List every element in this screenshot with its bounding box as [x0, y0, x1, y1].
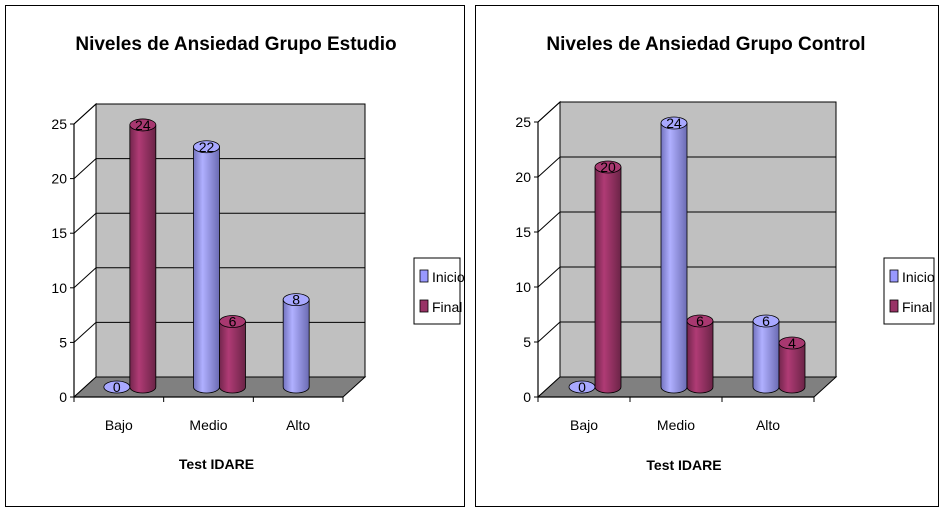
chart-panel-estudio: Niveles de Ansiedad Grupo Estudio 0 5 10 15 2…: [5, 5, 465, 507]
legend-swatch-final: [889, 299, 899, 313]
bar-body: [686, 320, 714, 394]
legend-swatch-inicio: [889, 269, 899, 283]
y-tick-label: 20: [515, 169, 531, 185]
legend-label-final: Final: [432, 299, 462, 315]
legend: [883, 257, 935, 325]
x-tick-label: Bajo: [105, 417, 133, 433]
x-axis-title: Test IDARE: [179, 456, 254, 472]
gridline-side: [537, 266, 561, 288]
bar-body: [752, 320, 780, 394]
data-label: 6: [696, 313, 704, 329]
bar-final-bajo: [594, 160, 622, 394]
data-label: 6: [762, 313, 770, 329]
gridline-side: [73, 103, 97, 125]
y-tick-label: 0: [523, 389, 531, 405]
data-label: 6: [229, 313, 237, 329]
y-tick-label: 25: [51, 116, 67, 132]
gridline-side: [537, 321, 561, 343]
legend-swatch-inicio: [419, 269, 429, 283]
side-wall: [73, 102, 97, 399]
gridline-side: [73, 267, 97, 289]
bar-top: [594, 160, 622, 174]
bar-top: [282, 293, 310, 307]
chart-title: Niveles de Ansiedad Grupo Control: [546, 34, 865, 55]
x-tick-label: Medio: [189, 417, 227, 433]
bar-final-bajo: [129, 118, 157, 394]
bar-top: [660, 116, 688, 130]
bar-top: [129, 118, 157, 132]
bar-top: [778, 336, 806, 350]
bar-body: [129, 124, 157, 394]
bar-top: [193, 140, 220, 154]
gridline-side: [537, 156, 561, 178]
y-tick-label: 0: [59, 389, 67, 405]
y-tick-label: 5: [59, 334, 67, 350]
bar-body: [193, 146, 220, 394]
data-label: 24: [666, 115, 682, 131]
bar-body: [660, 122, 688, 394]
data-label: 22: [199, 139, 215, 155]
bar-body: [778, 342, 806, 394]
bar-inicio-medio: [660, 116, 688, 394]
bar-body: [594, 166, 622, 394]
legend-swatch-final: [419, 299, 429, 313]
y-tick-label: 10: [51, 280, 67, 296]
bar-inicio-medio: [193, 140, 220, 394]
gridline-side: [73, 158, 97, 179]
legend-label-final: Final: [902, 299, 932, 315]
bar-inicio-alto: [282, 293, 310, 394]
y-tick-label: 15: [515, 224, 531, 240]
bar-top: [219, 315, 246, 328]
gridline-side: [537, 101, 561, 123]
x-tick-label: Bajo: [570, 417, 598, 433]
gridline-side: [537, 211, 561, 233]
bar-top: [686, 314, 714, 328]
x-tick-label: Alto: [756, 417, 780, 433]
data-label: 8: [292, 292, 300, 308]
data-label: 24: [135, 117, 151, 133]
y-tick-label: 10: [515, 279, 531, 295]
data-label: 0: [113, 379, 121, 395]
data-label: 0: [578, 379, 586, 395]
y-tick-label: 5: [523, 334, 531, 350]
bar-final-alto: [778, 336, 806, 394]
bar-body: [282, 299, 310, 394]
legend-label-inicio: Inicio: [432, 269, 464, 285]
data-label: 4: [788, 335, 796, 351]
bar-top: [752, 314, 780, 328]
x-tick-label: Medio: [657, 417, 695, 433]
chart-panel-control: Niveles de Ansiedad Grupo Control 0 5 10 15 2…: [475, 5, 939, 507]
gridline-side: [73, 322, 97, 343]
bar-body: [219, 321, 246, 394]
gridline-side: [73, 212, 97, 234]
legend-label-inicio: Inicio: [902, 269, 935, 285]
y-tick-label: 25: [515, 114, 531, 130]
x-tick-label: Alto: [286, 417, 310, 433]
chart-control: Niveles de Ansiedad Grupo Control 0 5 10 15 2…: [515, 34, 935, 473]
bar-final-medio: [219, 315, 246, 394]
y-tick-label: 15: [51, 225, 67, 241]
data-label: 20: [600, 159, 616, 175]
bar-inicio-alto: [752, 314, 780, 394]
x-axis-title: Test IDARE: [646, 457, 721, 473]
chart-estudio: Niveles de Ansiedad Grupo Estudio 0 5 10 15 2…: [51, 34, 464, 472]
bar-final-medio: [686, 314, 714, 394]
legend: [413, 257, 461, 325]
side-wall: [537, 100, 561, 399]
chart-title: Niveles de Ansiedad Grupo Estudio: [75, 34, 396, 55]
y-tick-label: 20: [51, 171, 67, 187]
